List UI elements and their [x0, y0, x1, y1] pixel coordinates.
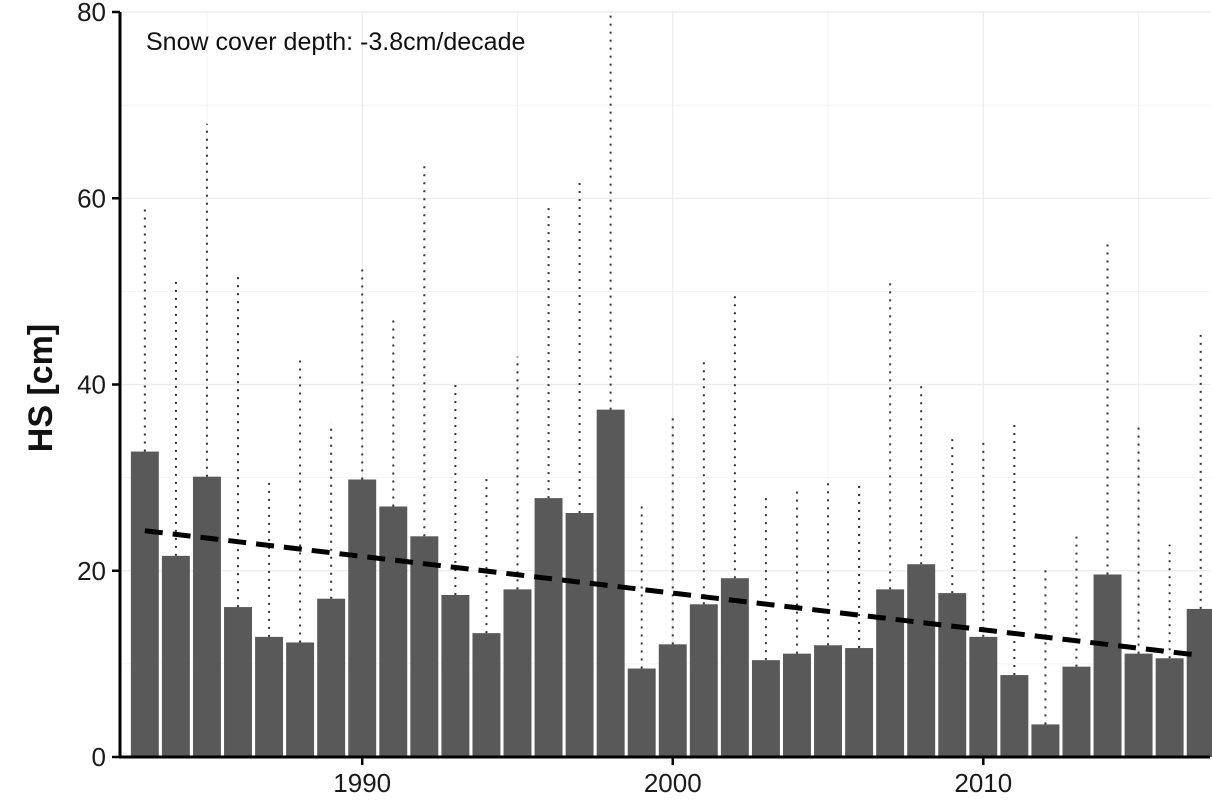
max-depth-whiskers [143, 12, 1202, 725]
mean-depth-bar [689, 604, 718, 757]
mean-depth-bar [751, 660, 780, 757]
mean-depth-bar [161, 555, 190, 757]
mean-depth-bar [1155, 658, 1184, 757]
y-tick-label: 40 [77, 370, 106, 400]
y-tick-label: 80 [77, 0, 106, 27]
mean-depth-bar [192, 476, 221, 757]
tick-labels: 0 20 40 60 80 1990 2000 2010 [77, 0, 1012, 798]
mean-depth-bar [783, 653, 811, 757]
mean-depth-bar [255, 636, 284, 757]
mean-depth-bars [130, 409, 1212, 757]
mean-depth-bar [503, 589, 532, 757]
y-tick-label: 0 [92, 742, 106, 772]
mean-depth-bar [472, 633, 501, 757]
grid-lines [120, 11, 1210, 758]
mean-depth-bar [534, 498, 563, 757]
mean-depth-bar [130, 451, 159, 757]
mean-depth-bar [1062, 666, 1091, 757]
mean-depth-bar [286, 642, 315, 757]
mean-depth-bar [845, 648, 874, 757]
mean-depth-bar [876, 589, 905, 757]
mean-depth-bar [379, 506, 408, 757]
x-tick-label: 2010 [954, 768, 1012, 798]
mean-depth-bar [1000, 675, 1029, 757]
trend-annotation: Snow cover depth: -3.8cm/decade [146, 28, 525, 56]
mean-depth-bar [627, 668, 656, 757]
mean-depth-bar [814, 645, 843, 757]
mean-depth-bar [1124, 653, 1153, 757]
mean-depth-bar [224, 607, 252, 757]
mean-depth-bar [348, 479, 377, 757]
trend-line [144, 528, 1201, 658]
y-tick-label: 20 [77, 556, 106, 586]
mean-depth-bar [720, 578, 749, 757]
trend-line-group [144, 528, 1201, 658]
mean-depth-bar [441, 594, 470, 757]
mean-depth-bar [1093, 574, 1122, 757]
mean-depth-bar [658, 644, 687, 757]
mean-depth-bar [565, 513, 594, 757]
mean-depth-bar [410, 536, 439, 757]
axes [112, 10, 1210, 765]
x-tick-label: 1990 [333, 768, 391, 798]
mean-depth-bar [907, 564, 936, 757]
x-tick-label: 2000 [644, 768, 702, 798]
mean-depth-bar [1186, 608, 1212, 757]
mean-depth-bar [938, 593, 967, 757]
mean-depth-bar [317, 598, 346, 757]
y-tick-label: 60 [77, 183, 106, 213]
mean-depth-bar [969, 636, 998, 757]
y-axis-title: HS [cm] [22, 324, 60, 452]
mean-depth-bar [1031, 724, 1060, 757]
